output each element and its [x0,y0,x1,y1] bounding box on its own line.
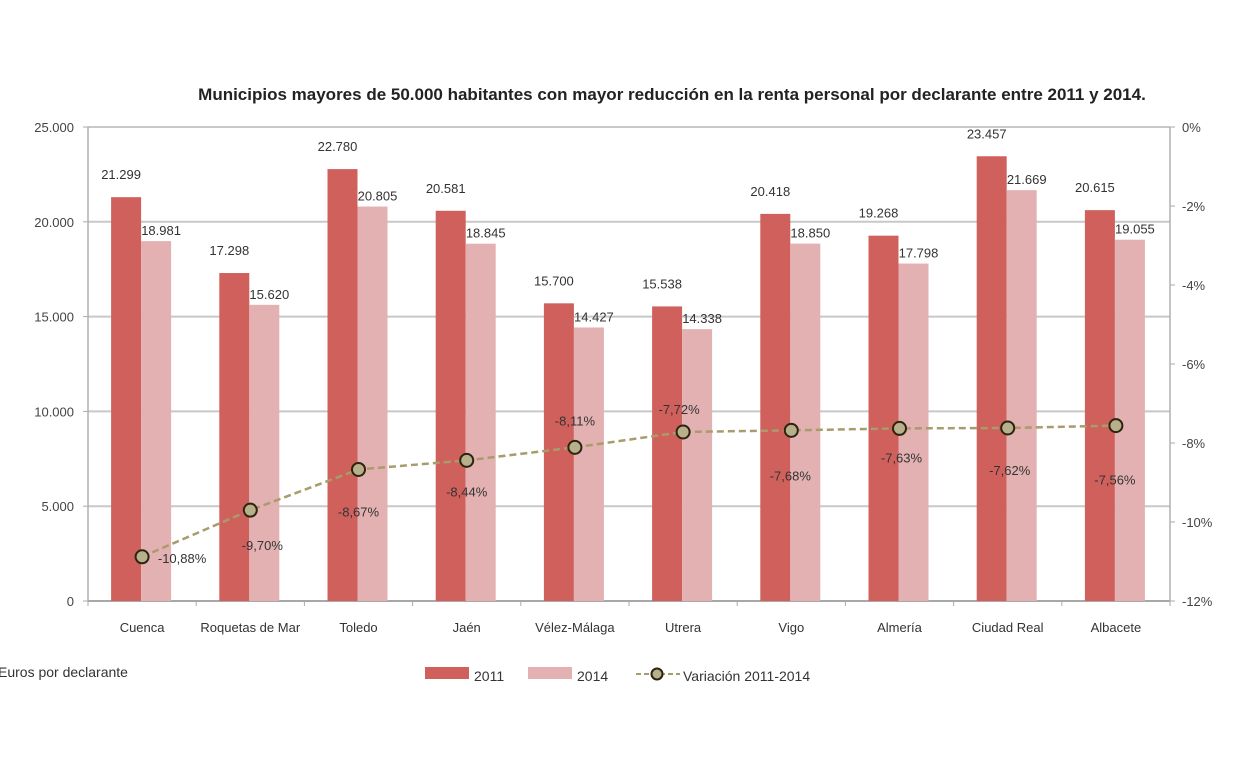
y-tick-label: 5.000 [41,499,74,514]
legend-marker-variation [650,667,664,681]
data-label-2011: 23.457 [967,126,1007,141]
variation-label: -8,11% [555,413,596,428]
bar-2011 [976,156,1007,601]
y-tick-label: 15.000 [34,310,74,325]
data-label-2014: 21.669 [1007,172,1047,187]
bar-2011 [543,303,574,601]
variation-label: -9,70% [242,538,284,553]
variation-marker [1000,420,1016,436]
variation-label: -8,67% [338,504,380,519]
bar-2014 [249,304,280,601]
bar-2014 [573,327,604,601]
legend-swatch-2014 [528,667,572,679]
category-label: Roquetas de Mar [200,620,300,635]
data-label-2014: 14.427 [574,309,614,324]
category-label: Almería [877,620,923,635]
data-label-2011: 20.418 [750,184,790,199]
bars [111,156,1145,602]
y2-tick-label: -2% [1182,199,1206,214]
y-tick-label: 25.000 [34,120,74,135]
y2-tick-label: -10% [1182,515,1213,530]
chart-title: Municipios mayores de 50.000 habitantes … [198,85,1146,104]
y-tick-label: 0 [67,594,74,609]
bar-2014 [357,206,388,601]
variation-marker [242,502,258,518]
variation-label: -7,63% [881,450,923,465]
category-label: Ciudad Real [972,620,1044,635]
variation-marker [459,452,475,468]
data-label-2014: 18.845 [466,226,506,241]
variation-label: -7,68% [770,468,812,483]
y2-tick-label: -8% [1182,436,1206,451]
variation-label: -10,88% [158,551,207,566]
y2-tick-label: -12% [1182,594,1213,609]
variation-marker [567,439,583,455]
data-label-2011: 20.581 [426,181,466,196]
data-label-2014: 18.981 [141,223,181,238]
y-tick-label: 10.000 [34,404,74,419]
bar-2014 [790,243,821,601]
data-label-2014: 15.620 [249,287,289,302]
bar-2014 [465,243,496,602]
variation-marker [783,422,799,438]
variation-label: -8,44% [446,484,488,499]
category-label: Vigo [778,620,804,635]
bar-2014 [1006,190,1037,601]
variation-label: -7,62% [989,463,1031,478]
category-label: Jaén [453,620,481,635]
bar-2014 [682,329,713,601]
data-label-2011: 21.299 [101,167,141,182]
y2-tick-label: -6% [1182,357,1206,372]
data-label-2014: 17.798 [899,246,939,261]
category-label: Albacete [1091,620,1142,635]
y-axis-unit-label: Euros por declarante [0,664,128,680]
category-label: Vélez-Málaga [535,620,615,635]
data-label-2011: 19.268 [859,206,899,221]
legend-swatch-2011 [425,667,469,679]
bar-2011 [652,306,683,601]
category-label: Utrera [665,620,702,635]
y-tick-label: 20.000 [34,215,74,230]
bar-2014 [141,241,172,601]
bar-labels: 21.299 18.981 17.298 15.620 22.780 20.805 20.5… [101,126,1155,326]
legend-label-2011: 2011 [474,668,504,684]
variation-marker [675,424,691,440]
legend: 2011 2014 Variación 2011-2014 [425,667,810,684]
bar-2011 [111,197,142,601]
category-label: Toledo [339,620,377,635]
variation-marker [134,549,150,565]
bar-2011 [760,213,791,601]
y2-tick-label: -4% [1182,278,1206,293]
y2-tick-label: 0% [1182,120,1201,135]
legend-label-variation: Variación 2011-2014 [683,668,810,684]
data-label-2011: 15.538 [642,276,682,291]
variation-marker [892,420,907,436]
bar-2011 [1084,210,1115,602]
data-label-2014: 20.805 [358,189,398,204]
variation-line: -10,88% -9,70% -8,67% -8,44% -8,11% -7,72% -7,… [134,402,1136,566]
data-label-2011: 15.700 [534,273,574,288]
data-label-2011: 22.780 [318,139,358,154]
bar-2011 [868,235,899,602]
category-labels: Cuenca Roquetas de Mar Toledo Jaén Vélez-Mál… [120,620,1142,635]
data-label-2014: 14.338 [682,311,722,326]
bar-2011 [435,210,466,601]
variation-label: -7,56% [1094,473,1136,488]
data-label-2011: 17.298 [209,243,249,258]
variation-marker [1108,418,1124,434]
category-label: Cuenca [120,620,166,635]
variation-line-path [141,424,1116,558]
variation-label: -7,72% [658,402,700,417]
bar-2011 [219,273,250,601]
data-label-2014: 18.850 [790,226,830,241]
variation-marker [351,461,366,477]
data-label-2014: 19.055 [1115,222,1155,237]
legend-label-2014: 2014 [577,668,608,684]
bar-2011 [327,169,358,602]
data-label-2011: 20.615 [1075,180,1115,195]
